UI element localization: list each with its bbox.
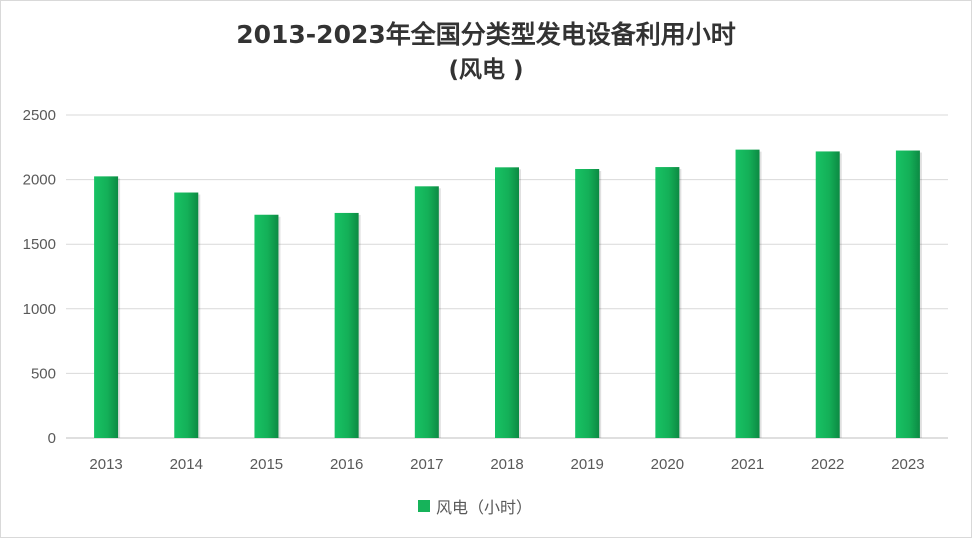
bar <box>254 214 279 438</box>
chart-title: 2013-2023年全国分类型发电设备利用小时 <box>236 20 736 49</box>
bar <box>495 167 519 439</box>
bar <box>414 186 439 438</box>
x-tick-label: 2023 <box>891 456 924 473</box>
x-tick-label: 2017 <box>410 456 443 473</box>
legend: 风电（小时） <box>418 494 532 518</box>
x-axis-ticks: 2013 2014 2015 2016 2017 2018 2019 2020 2021 2022… <box>89 456 924 473</box>
x-tick-label: 2022 <box>811 456 844 473</box>
bar <box>575 169 600 438</box>
bar <box>815 151 840 439</box>
y-tick-label: 1000 <box>23 301 56 318</box>
bar <box>895 150 920 438</box>
y-tick-label: 0 <box>48 430 56 447</box>
bar <box>655 167 680 438</box>
y-axis-ticks: 0 500 1000 1500 2000 2500 <box>23 107 56 447</box>
y-tick-label: 2000 <box>23 172 56 189</box>
chart-subtitle: (风电 ) <box>448 57 524 83</box>
legend-label: 风电（小时） <box>436 498 533 517</box>
bar <box>735 149 760 438</box>
x-tick-label: 2016 <box>330 456 363 473</box>
x-tick-label: 2015 <box>250 456 283 473</box>
x-tick-label: 2019 <box>570 456 603 473</box>
x-tick-label: 2013 <box>89 456 122 473</box>
bars <box>94 149 922 439</box>
x-tick-label: 2014 <box>170 456 203 473</box>
x-tick-label: 2020 <box>651 456 684 473</box>
legend-swatch <box>418 500 430 512</box>
bar <box>94 176 119 438</box>
x-tick-label: 2021 <box>731 456 764 473</box>
y-tick-label: 500 <box>31 365 56 382</box>
y-tick-label: 2500 <box>23 107 56 124</box>
x-tick-label: 2018 <box>490 456 523 473</box>
bar <box>174 192 199 438</box>
y-tick-label: 1500 <box>23 236 56 253</box>
bar <box>334 212 359 438</box>
